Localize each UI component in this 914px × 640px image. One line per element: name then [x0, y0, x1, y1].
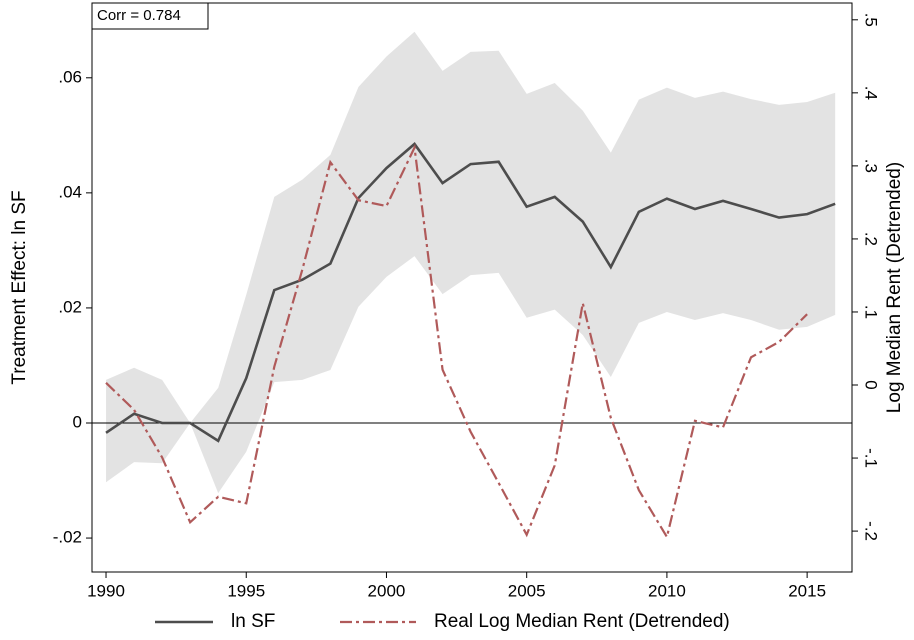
legend-label: Real Log Median Rent (Detrended) — [434, 611, 730, 632]
y-axis-title: Treatment Effect: ln SF — [9, 190, 30, 384]
y2-tick-label: 0 — [862, 380, 881, 389]
y2-tick-label: .2 — [862, 232, 881, 246]
y-tick-label: .06 — [58, 67, 82, 86]
y2-tick-label: .5 — [862, 13, 881, 27]
annotation: Corr = 0.784 — [97, 7, 181, 24]
y-tick-label: .04 — [58, 182, 82, 201]
y-tick-label: .02 — [58, 297, 82, 316]
x-tick-label: 2000 — [368, 581, 406, 600]
x-tick-label: 1990 — [87, 581, 125, 600]
x-tick-label: 2015 — [788, 581, 826, 600]
y-tick-label: 0 — [73, 412, 82, 431]
y2-tick-label: .1 — [862, 305, 881, 319]
x-tick-label: 1995 — [227, 581, 265, 600]
confidence-band — [106, 31, 836, 494]
y2-tick-label: -.1 — [862, 448, 881, 468]
plot-frame — [91, 2, 853, 573]
y-tick-label: -.02 — [53, 528, 82, 547]
x-tick-label: 2005 — [508, 581, 546, 600]
y2-axis-title: Log Median Rent (Detrended) — [884, 162, 905, 413]
y2-tick-label: .4 — [862, 86, 881, 100]
y2-tick-label: -.2 — [862, 521, 881, 541]
annotation-box — [91, 2, 209, 30]
x-tick-label: 2010 — [648, 581, 686, 600]
legend-label: ln SF — [231, 611, 275, 632]
series-line — [105, 142, 836, 443]
series-line — [105, 143, 808, 540]
y2-tick-label: .3 — [862, 159, 881, 173]
